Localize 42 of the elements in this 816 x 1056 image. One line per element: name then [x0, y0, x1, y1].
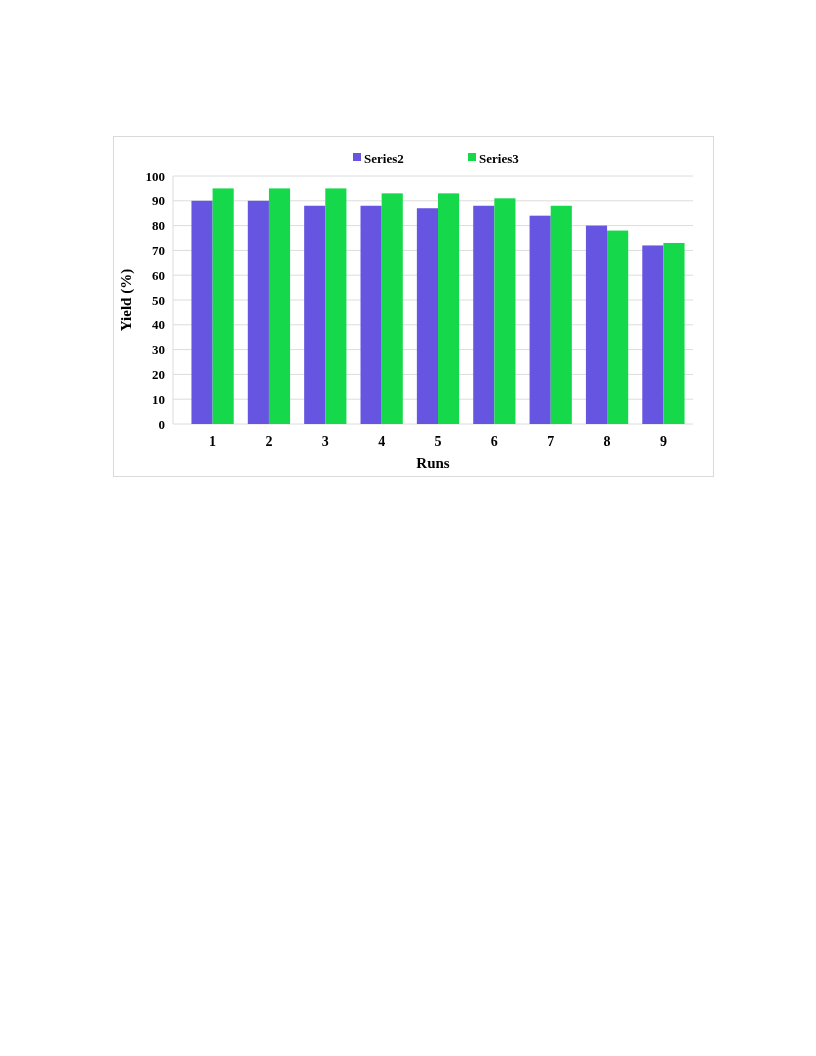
x-tick-label: 8	[603, 434, 611, 449]
y-tick-label: 20	[152, 366, 165, 382]
bar	[381, 193, 403, 424]
x-tick-label: 1	[209, 434, 217, 449]
bar	[247, 200, 269, 424]
y-tick-label: 60	[152, 267, 165, 283]
bar	[585, 225, 608, 424]
y-tick-label: 70	[152, 242, 165, 258]
bar	[663, 242, 685, 424]
x-tick-label: 5	[434, 434, 442, 449]
legend-label: Series3	[479, 150, 520, 166]
bar	[325, 188, 347, 424]
bar	[607, 230, 629, 424]
x-tick-label: 4	[378, 434, 386, 449]
y-tick-label: 10	[152, 391, 165, 407]
x-tick-label: 9	[659, 434, 667, 449]
bar	[268, 188, 291, 424]
y-tick-label: 80	[152, 218, 165, 234]
x-tick-label: 7	[547, 434, 555, 449]
x-tick-label: 3	[321, 434, 329, 449]
bar	[473, 205, 495, 424]
y-tick-label: 30	[152, 342, 165, 358]
bar	[212, 188, 234, 424]
y-tick-label: 0	[158, 416, 165, 432]
x-tick-label: 6	[490, 434, 498, 449]
bar	[360, 205, 382, 424]
bar	[642, 245, 664, 424]
x-axis-title: Runs	[416, 455, 450, 471]
y-tick-label: 90	[152, 193, 165, 209]
bar	[304, 205, 326, 424]
bar	[529, 215, 551, 424]
y-tick-label: 100	[145, 168, 165, 184]
y-tick-label: 50	[152, 292, 165, 308]
bar	[494, 198, 516, 424]
bar	[416, 208, 438, 424]
bar	[191, 200, 213, 424]
bar	[550, 205, 572, 424]
x-tick-label: 2	[265, 434, 273, 449]
legend-label: Series2	[364, 150, 404, 166]
bar	[438, 193, 460, 424]
y-axis-title: Yield (%)	[118, 268, 135, 332]
y-tick-label: 40	[152, 317, 165, 333]
